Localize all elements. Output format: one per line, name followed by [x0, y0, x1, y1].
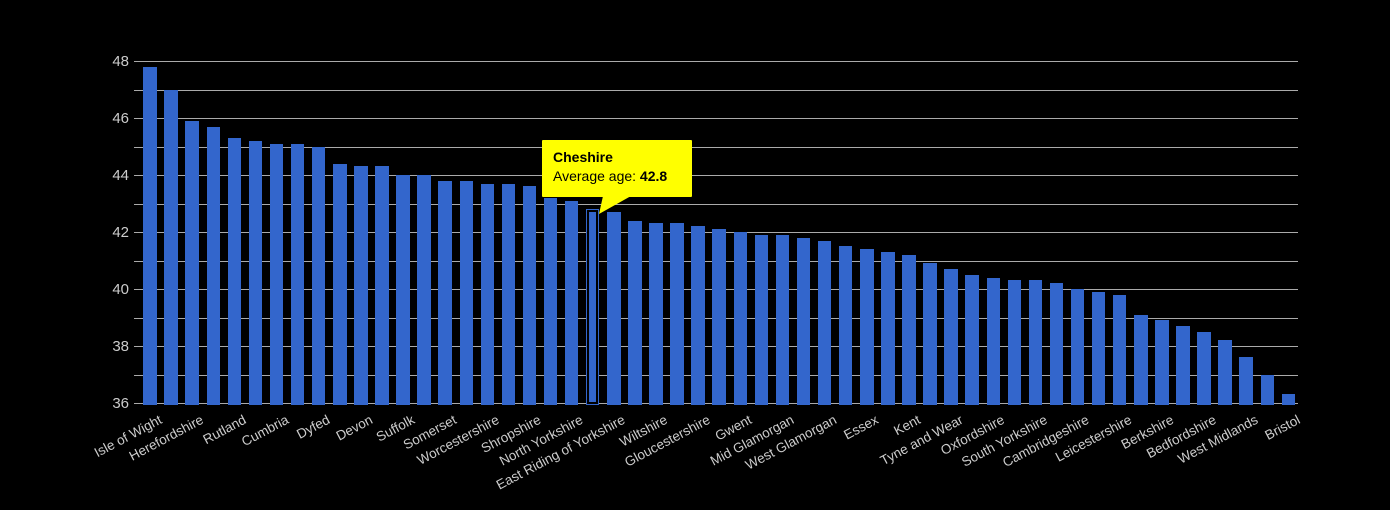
y-axis-tick: [134, 203, 143, 205]
bar-40[interactable]: [965, 274, 979, 405]
bar-herefordshire[interactable]: [185, 120, 199, 405]
bar-devon[interactable]: [354, 166, 368, 405]
bar-south-yorkshire[interactable]: [1028, 280, 1043, 405]
bar-gloucestershire[interactable]: [691, 226, 705, 405]
y-axis-label: 48: [112, 52, 129, 70]
y-axis-label: 36: [112, 394, 129, 412]
bar-46[interactable]: [1091, 291, 1106, 405]
bar-48[interactable]: [1134, 314, 1148, 405]
y-axis-tick: [134, 317, 143, 319]
bar-mid-glamorgan[interactable]: [775, 234, 790, 405]
x-axis-label-bristol: Bristol: [1262, 412, 1303, 443]
bar-cumbria[interactable]: [269, 143, 284, 405]
bar-24[interactable]: [628, 220, 642, 405]
bar-west-glamorgan[interactable]: [817, 240, 832, 405]
bar-cambridgeshire[interactable]: [1070, 289, 1085, 405]
y-axis-tick: [134, 232, 143, 233]
bar-30[interactable]: [754, 234, 769, 405]
bar-shropshire[interactable]: [522, 186, 537, 405]
tooltip-value: 42.8: [639, 168, 668, 184]
x-axis-label-cumbria: Cumbria: [238, 412, 291, 450]
x-axis-label-dyfed: Dyfed: [294, 412, 333, 442]
y-axis-tick: [134, 118, 143, 119]
bar-28[interactable]: [712, 229, 726, 405]
y-axis-tick: [134, 175, 143, 176]
bar-oxfordshire[interactable]: [986, 277, 1000, 405]
bar-north-yorkshire[interactable]: [564, 200, 579, 405]
bar-54[interactable]: [1260, 374, 1275, 405]
bar-20[interactable]: [543, 197, 558, 405]
y-axis-tick: [134, 260, 143, 262]
bar-bristol[interactable]: [1281, 394, 1296, 405]
bar-36[interactable]: [881, 251, 895, 405]
bar-2[interactable]: [164, 89, 178, 405]
y-axis-tick: [134, 61, 143, 62]
y-axis-label: 42: [112, 223, 129, 241]
y-axis-tick: [134, 403, 143, 404]
bar-38[interactable]: [923, 263, 937, 405]
bar-gwent[interactable]: [733, 232, 748, 405]
y-axis-tick: [134, 289, 143, 290]
bar-bedfordshire[interactable]: [1197, 331, 1211, 405]
bar-8[interactable]: [290, 143, 305, 405]
y-axis-tick: [134, 89, 143, 91]
bar-essex[interactable]: [860, 249, 874, 405]
gridline: [143, 61, 1298, 62]
tooltip-text: Average age: 42.8: [553, 168, 692, 184]
bar-somerset[interactable]: [438, 180, 452, 405]
y-axis-tick: [134, 374, 143, 376]
bar-42[interactable]: [1007, 280, 1022, 405]
bar-berkshire[interactable]: [1155, 320, 1169, 405]
bar-12[interactable]: [375, 166, 389, 405]
bar-kent[interactable]: [902, 254, 916, 405]
bar-rutland[interactable]: [227, 137, 242, 405]
bar-suffolk[interactable]: [396, 175, 410, 405]
bar-west-midlands[interactable]: [1239, 357, 1253, 405]
tooltip-title: Cheshire: [553, 149, 613, 165]
bar-18[interactable]: [501, 183, 516, 405]
x-axis-label-essex: Essex: [841, 412, 881, 443]
bar-leicestershire[interactable]: [1112, 294, 1127, 405]
bar-52[interactable]: [1218, 340, 1232, 405]
bar-tyne-and-wear[interactable]: [944, 269, 958, 405]
bar-50[interactable]: [1176, 326, 1190, 405]
tooltip: Cheshire Average age: 42.8: [542, 140, 692, 197]
tooltip-pointer: [599, 196, 631, 214]
y-axis-label: 40: [112, 280, 129, 298]
y-axis-label: 38: [112, 337, 129, 355]
tooltip-label: Average age:: [553, 168, 637, 184]
bar-worcestershire[interactable]: [480, 183, 495, 405]
gridline: [143, 175, 1298, 176]
bar-cheshire-highlighted[interactable]: [585, 209, 600, 405]
y-axis-label: 44: [112, 166, 129, 184]
bar-44[interactable]: [1049, 283, 1064, 405]
bar-32[interactable]: [796, 237, 811, 405]
y-axis-tick: [134, 346, 143, 347]
y-axis-label: 46: [112, 109, 129, 127]
x-axis-label-devon: Devon: [333, 412, 375, 444]
gridline: [143, 89, 1298, 91]
bar-east-riding-of-yorkshire[interactable]: [607, 212, 621, 405]
bar-10[interactable]: [333, 163, 347, 405]
gridline: [143, 118, 1298, 119]
bar-14[interactable]: [417, 175, 431, 405]
bar-4[interactable]: [206, 126, 221, 405]
gridline: [143, 146, 1298, 148]
bar-isle-of-wight[interactable]: [143, 66, 157, 405]
gridline: [143, 203, 1298, 205]
highlight-outline: [586, 210, 599, 404]
bar-16[interactable]: [459, 180, 473, 405]
bar-26[interactable]: [670, 223, 684, 405]
bar-dyfed[interactable]: [311, 146, 326, 405]
y-axis-tick: [134, 146, 143, 148]
bar-6[interactable]: [248, 140, 263, 405]
bar-34[interactable]: [838, 246, 853, 405]
bar-wiltshire[interactable]: [649, 223, 663, 405]
